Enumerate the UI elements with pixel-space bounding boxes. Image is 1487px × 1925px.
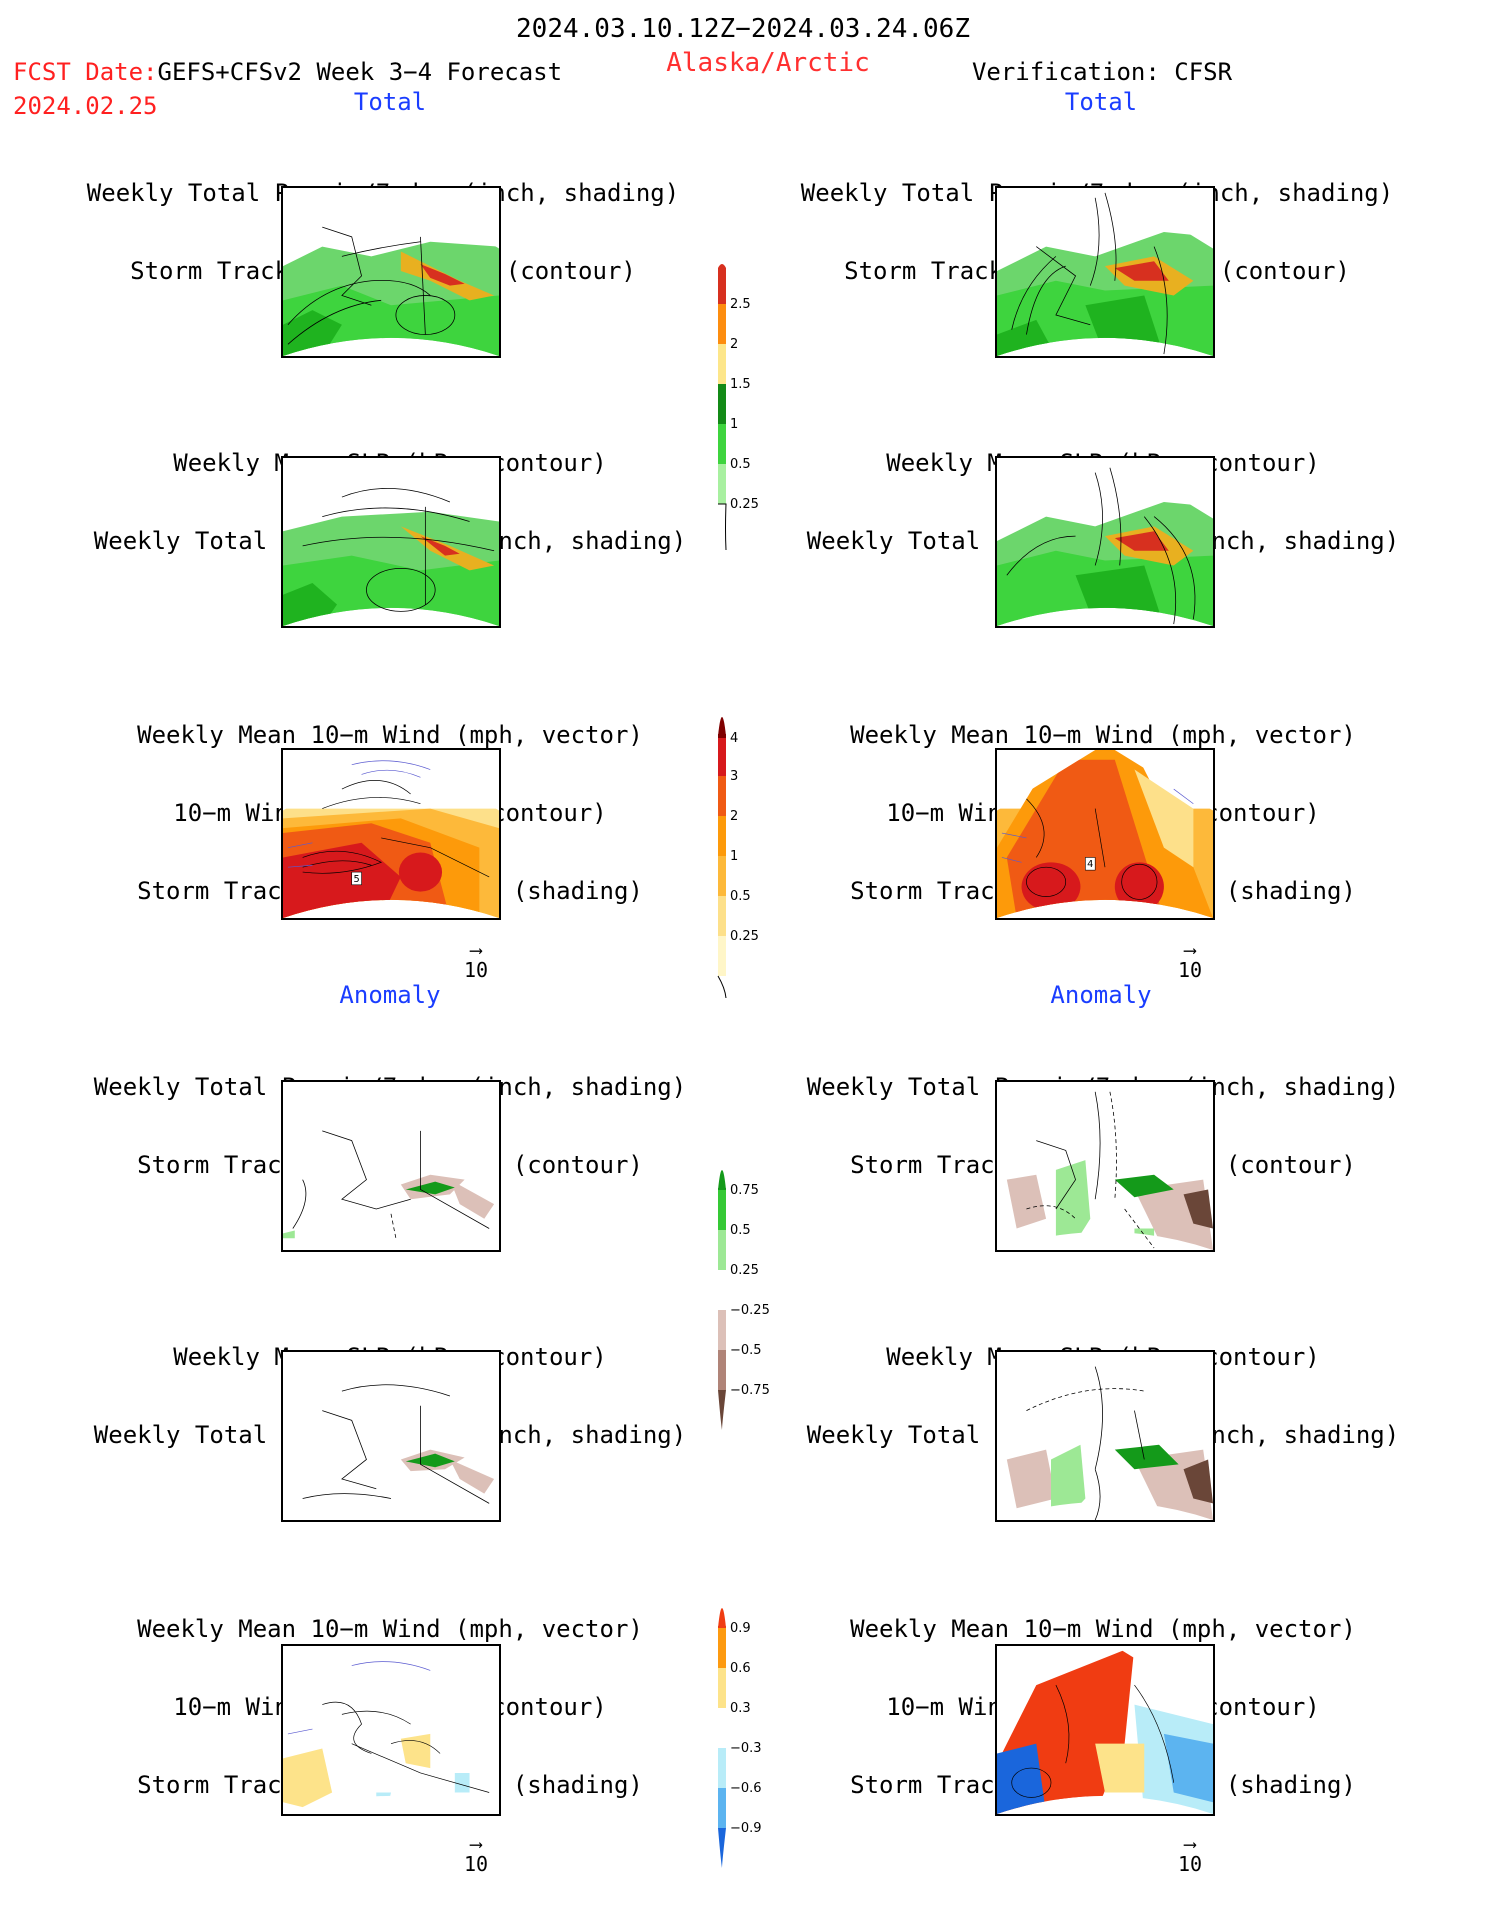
- colorbar-label: 0.9: [730, 1621, 751, 1636]
- title-line: Weekly Mean 10−m Wind (mph, vector): [850, 721, 1356, 749]
- vector-reference-label: 10: [463, 958, 489, 982]
- colorbar-label: 0.3: [730, 1701, 751, 1716]
- period-title: 2024.03.10.12Z−2024.03.24.06Z: [516, 14, 970, 44]
- map-verification-total-precip: [995, 186, 1215, 358]
- colorbar-label: 2: [730, 809, 738, 824]
- section-total-left: Total: [353, 88, 427, 116]
- map-forecast-total-precip: [281, 186, 501, 358]
- vector-reference-verif-anom: ⟶ 10: [1172, 1834, 1208, 1877]
- vector-reference-label: 10: [1177, 1852, 1203, 1876]
- fcst-date-prefix: FCST Date:: [13, 58, 158, 86]
- vector-reference-verif-total: ⟶ 10: [1172, 940, 1208, 983]
- colorbar-label: 0.25: [730, 929, 759, 944]
- colorbar-label: 0.25: [730, 1263, 759, 1278]
- map-forecast-anomaly-precip: [281, 1080, 501, 1252]
- fcst-date: 2024.02.25: [13, 92, 158, 120]
- region-title: Alaska/Arctic: [666, 48, 870, 78]
- colorbar-label: 2.5: [730, 297, 751, 312]
- vector-reference-fcst-anom: ⟶ 10: [458, 1834, 494, 1877]
- map-verification-anomaly-precip: [995, 1080, 1215, 1252]
- colorbar-label: 0.5: [730, 1223, 751, 1238]
- colorbar-label: 2: [730, 337, 738, 352]
- colorbar-labels: 4 3 2 1 0.5 0.25: [730, 731, 759, 944]
- verification-title: Verification: CFSR: [971, 58, 1233, 86]
- colorbar-storm-total: 4 3 2 1 0.5 0.25: [717, 717, 759, 998]
- map-contour-label: 4: [1087, 859, 1093, 870]
- section-anomaly-left: Anomaly: [339, 981, 441, 1009]
- title-line: Weekly Mean 10−m Wind (mph, vector): [850, 1615, 1356, 1643]
- colorbar-storm-anomaly: 0.9 0.6 0.3 −0.3 −0.6 −0.9: [718, 1608, 762, 1868]
- map-forecast-anomaly-wind: [281, 1644, 501, 1816]
- colorbar-label: −0.25: [730, 1303, 770, 1318]
- colorbar-label: 0.5: [730, 889, 751, 904]
- map-forecast-total-slp: [281, 456, 501, 628]
- colorbar-label: −0.75: [730, 1383, 770, 1398]
- colorbar-labels: 2.5 2 1.5 1 0.5 0.25: [730, 297, 759, 512]
- colorbar-label: 4: [730, 731, 738, 746]
- section-anomaly-right: Anomaly: [1050, 981, 1152, 1009]
- colorbar-precip-anomaly: 0.75 0.5 0.25 −0.25 −0.5 −0.75: [718, 1170, 770, 1430]
- colorbar-precip-total: 2.5 2 1.5 1 0.5 0.25: [718, 264, 759, 551]
- colorbar-labels: 0.9 0.6 0.3 −0.3 −0.6 −0.9: [730, 1621, 762, 1836]
- map-verification-total-slp: [995, 456, 1215, 628]
- map-verification-anomaly-wind: [995, 1644, 1215, 1816]
- colorbar-label: −0.9: [730, 1821, 762, 1836]
- arrow-right-icon: ⟶: [470, 1834, 482, 1855]
- colorbar-label: −0.3: [730, 1741, 762, 1756]
- section-total-right: Total: [1064, 88, 1138, 116]
- title-line: Weekly Mean 10−m Wind (mph, vector): [137, 1615, 643, 1643]
- map-verification-total-wind: 4: [995, 748, 1215, 920]
- map-verification-anomaly-slp: [995, 1350, 1215, 1522]
- colorbar-label: 3: [730, 769, 738, 784]
- colorbar-labels: 0.75 0.5 0.25 −0.25 −0.5 −0.75: [730, 1183, 770, 1398]
- colorbar-label: 0.25: [730, 497, 759, 512]
- colorbar-label: 1.5: [730, 377, 751, 392]
- vector-reference-fcst-total: ⟶ 10: [458, 940, 494, 983]
- map-contour-label: 5: [354, 874, 360, 885]
- vector-reference-label: 10: [1177, 958, 1203, 982]
- fcst-date-line: FCST Date:GEFS+CFSv2 Week 3−4 Forecast: [13, 60, 562, 84]
- colorbar-label: 0.6: [730, 1661, 751, 1676]
- colorbar-label: 0.5: [730, 457, 751, 472]
- model-name: GEFS+CFSv2 Week 3−4 Forecast: [157, 58, 563, 86]
- arrow-right-icon: ⟶: [1184, 940, 1196, 961]
- colorbar-label: 0.75: [730, 1183, 759, 1198]
- colorbar-label: −0.5: [730, 1343, 762, 1358]
- map-forecast-total-wind: 5: [281, 748, 501, 920]
- colorbar-label: 1: [730, 417, 738, 432]
- arrow-right-icon: ⟶: [1184, 1834, 1196, 1855]
- colorbar-label: −0.6: [730, 1781, 762, 1796]
- vector-reference-label: 10: [463, 1852, 489, 1876]
- title-line: Weekly Mean 10−m Wind (mph, vector): [137, 721, 643, 749]
- arrow-right-icon: ⟶: [470, 940, 482, 961]
- colorbar-label: 1: [730, 849, 738, 864]
- map-forecast-anomaly-slp: [281, 1350, 501, 1522]
